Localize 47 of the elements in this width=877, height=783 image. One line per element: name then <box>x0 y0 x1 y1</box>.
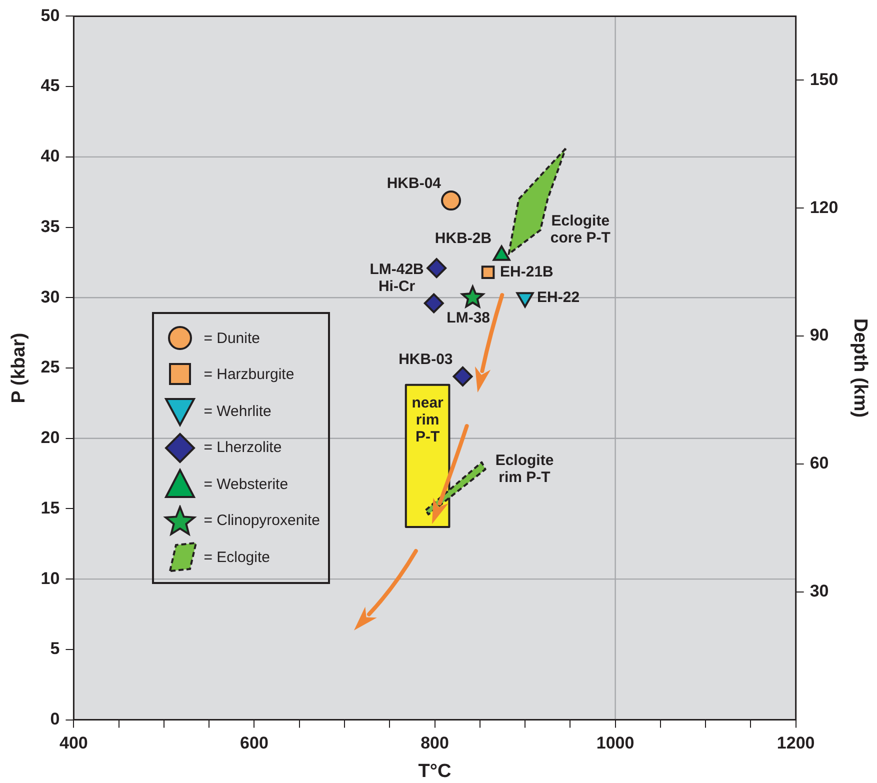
legend-label: = Dunite <box>204 330 260 347</box>
y-tick-label: 40 <box>40 146 60 166</box>
y-tick-label: 50 <box>40 6 60 25</box>
y-tick-label: 35 <box>40 216 60 236</box>
data-label: HKB-04 <box>386 175 442 192</box>
y2-tick-label: 120 <box>810 198 838 217</box>
data-label: HKB-03 <box>398 351 453 368</box>
point <box>441 190 462 211</box>
y2-tick-label: 90 <box>810 326 829 345</box>
x-tick-label: 1000 <box>596 734 634 753</box>
x-tick-label: 400 <box>60 734 88 753</box>
x-tick-label: 800 <box>420 734 449 753</box>
y-tick-label: 15 <box>40 498 60 518</box>
x-axis-title: T°C <box>418 760 452 782</box>
x-tick-label: 600 <box>240 734 268 753</box>
y-axis-title: P (kbar) <box>8 332 30 404</box>
point <box>481 266 495 279</box>
y2-tick-label: 60 <box>810 454 829 473</box>
y-tick-label: 20 <box>40 428 60 448</box>
legend-label: = Lherzolite <box>204 439 282 456</box>
point <box>424 293 444 314</box>
y2-axis-title: Depth (km) <box>849 318 870 418</box>
legend-label: = Eclogite <box>204 548 270 566</box>
y-tick-label: 0 <box>50 709 60 728</box>
y-tick-label: 45 <box>40 76 60 96</box>
y-tick-label: 30 <box>40 287 60 306</box>
point <box>461 286 484 308</box>
data-label: LM-38 <box>446 309 490 326</box>
legend-label: = Websterite <box>204 476 288 493</box>
y2-tick-label: 150 <box>810 70 838 89</box>
data-label: near rim P-T <box>412 394 444 446</box>
data-label: HKB-2B <box>434 230 492 248</box>
data-label: LM-42B Hi-Cr <box>370 260 424 295</box>
data-label: Eclogite core P-T <box>550 212 610 247</box>
data-label: EH-21B <box>500 263 554 280</box>
y-tick-label: 5 <box>50 639 60 658</box>
x-tick-label: 1200 <box>776 734 815 753</box>
legend-label: = Clinopyroxenite <box>204 512 320 530</box>
point <box>452 366 473 386</box>
y-tick-label: 25 <box>40 358 60 377</box>
legend-label: = Harzburgite <box>204 366 294 384</box>
legend-label: = Wehrlite <box>204 402 272 420</box>
point <box>426 258 447 278</box>
data-label: EH-22 <box>537 288 580 306</box>
y2-tick-label: 30 <box>810 582 829 601</box>
data-label: Eclogite rim P-T <box>495 452 554 486</box>
y-tick-label: 10 <box>40 568 60 588</box>
